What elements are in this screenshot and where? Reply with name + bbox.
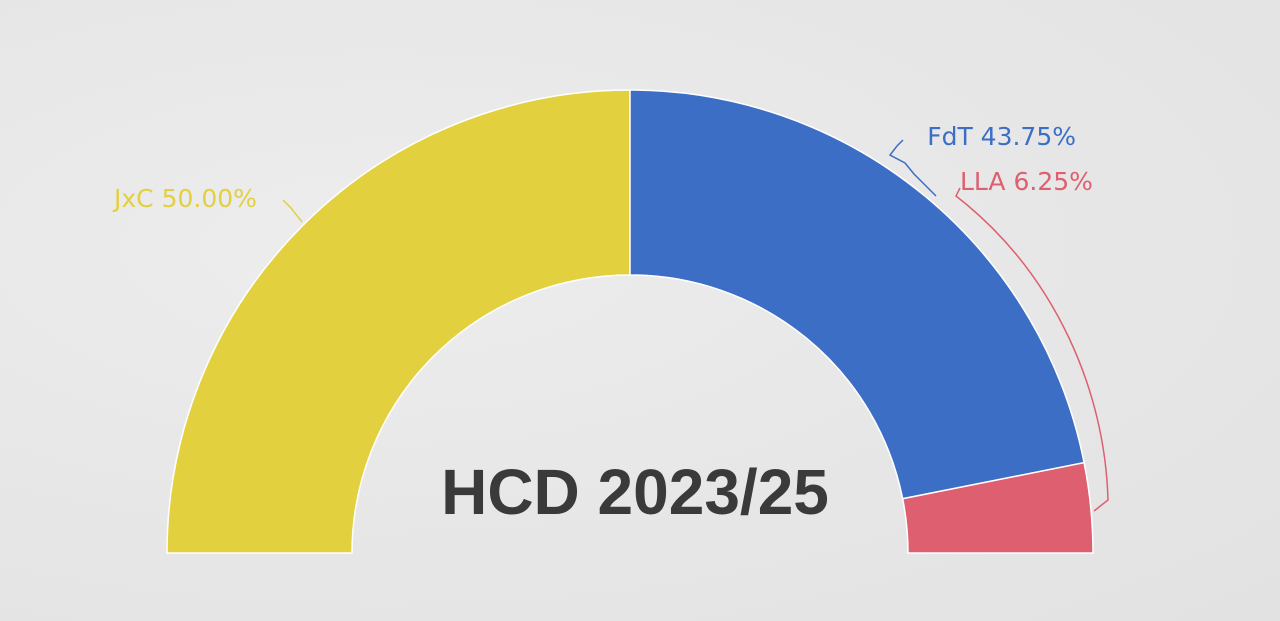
data-label-lla: LLA 6.25%: [960, 167, 1093, 196]
leader-line-lla: [955, 187, 1109, 512]
leader-line-fdt: [888, 139, 937, 197]
chart-title: HCD 2023/25: [441, 456, 829, 528]
slice-fdt: [629, 89, 1085, 500]
chart-labels: JxC 50.00% FdT 43.75% LLA 6.25%: [112, 122, 1109, 512]
leader-line-jxc: [282, 199, 303, 223]
chart-slices: [166, 89, 1094, 554]
data-label-fdt: FdT 43.75%: [927, 122, 1076, 151]
slice-lla: [901, 461, 1094, 554]
slice-jxc: [166, 89, 631, 554]
data-label-jxc: JxC 50.00%: [112, 184, 257, 213]
